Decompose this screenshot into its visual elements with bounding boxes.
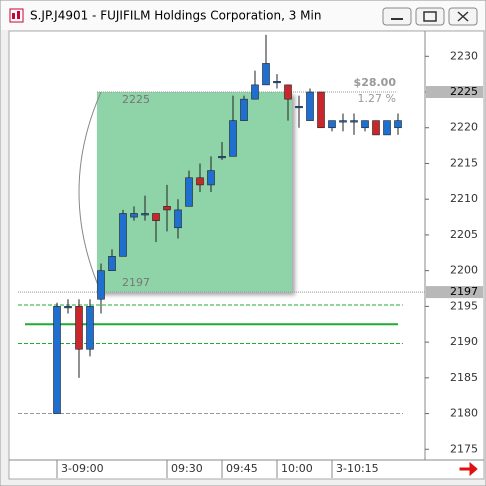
candle-body (152, 213, 160, 221)
x-tick-label: 3-10:15 (336, 462, 379, 475)
y-tick-label: 2190 (450, 335, 478, 348)
candle-body (108, 256, 116, 271)
measure-bottom-label: 2197 (122, 276, 150, 289)
app-icon (9, 8, 24, 23)
candle-body (130, 213, 138, 218)
candle-body (119, 213, 127, 257)
candle-body (53, 306, 61, 414)
candle-body (394, 120, 402, 129)
candle-body (383, 120, 391, 136)
candle-body (75, 306, 83, 350)
candle-body (229, 120, 237, 157)
y-tick-label: 2220 (450, 121, 478, 134)
x-tick-label: 09:45 (226, 462, 258, 475)
candle-body (97, 270, 105, 300)
window-title: S.JP.J4901 - FUJIFILM Holdings Corporati… (30, 9, 321, 23)
app-icon-bar (12, 13, 15, 19)
candle-body (174, 209, 182, 229)
app-icon-bar (17, 11, 20, 19)
close-icon (457, 11, 469, 22)
measure-top-label: 2225 (122, 93, 150, 106)
measure-arc (78, 91, 102, 293)
candle-body (141, 213, 149, 216)
candle-body (350, 120, 358, 123)
y-tick-label: 2185 (450, 371, 478, 384)
minimize-button[interactable] (382, 7, 412, 26)
candle-body (295, 106, 303, 109)
measure-box (97, 92, 292, 293)
price-marker-label: 2225 (450, 85, 478, 98)
y-tick-label: 2205 (450, 228, 478, 241)
y-tick-label: 2230 (450, 49, 478, 62)
candle-body (262, 63, 270, 86)
candle-body (163, 206, 171, 211)
candle-body (317, 91, 325, 129)
measure-percent: 1.27 % (358, 92, 396, 105)
candle-body (251, 84, 259, 100)
y-tick-label: 2200 (450, 264, 478, 277)
scroll-right-arrow[interactable] (459, 461, 478, 477)
y-tick-label: 2180 (450, 407, 478, 420)
candle-body (284, 84, 292, 100)
candle-body (328, 120, 336, 129)
maximize-icon (423, 11, 437, 22)
candle-body (339, 120, 347, 123)
x-tick-label: 10:00 (281, 462, 313, 475)
candle-body (86, 306, 94, 350)
candle-body (273, 81, 281, 84)
candle-body (361, 120, 369, 129)
x-tick-label: 3-09:00 (61, 462, 104, 475)
candle-body (218, 156, 226, 159)
maximize-button[interactable] (415, 7, 445, 26)
measure-change: $28.00 (354, 76, 397, 89)
y-tick-label: 2210 (450, 192, 478, 205)
candle-body (372, 120, 380, 136)
candle-body (185, 177, 193, 207)
candle-body (207, 170, 215, 186)
candle-body (306, 91, 314, 121)
y-tick-label: 2175 (450, 442, 478, 455)
y-tick-label: 2195 (450, 299, 478, 312)
price-marker (426, 86, 483, 99)
candle-body (196, 177, 204, 186)
candle-body (240, 98, 248, 121)
x-tick-label: 09:30 (171, 462, 203, 475)
y-tick-label: 2215 (450, 156, 478, 169)
price-marker-label: 2197 (450, 285, 478, 298)
candle-body (64, 306, 72, 309)
price-marker (426, 286, 483, 299)
